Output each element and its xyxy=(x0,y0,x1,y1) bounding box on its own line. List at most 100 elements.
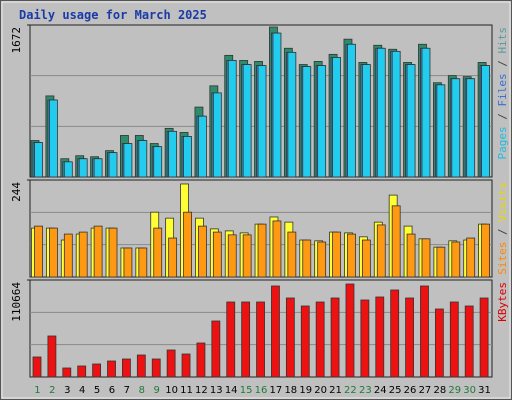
x-tick-label: 7 xyxy=(124,385,130,396)
bar xyxy=(49,99,58,178)
bar xyxy=(302,66,312,178)
legend-entry: Sites xyxy=(496,242,509,275)
legend-entry: Hits xyxy=(496,27,509,54)
bar xyxy=(77,365,87,378)
bar xyxy=(138,140,148,178)
bar xyxy=(153,146,163,178)
bar xyxy=(34,142,43,178)
bar xyxy=(272,32,282,178)
x-tick-label: 8 xyxy=(139,385,145,396)
x-tick-label: 15 xyxy=(240,385,253,396)
bar xyxy=(166,349,176,378)
bar xyxy=(390,289,400,378)
bar xyxy=(332,57,341,178)
y-tick-label: 110664 xyxy=(10,282,23,322)
x-tick-label: 25 xyxy=(389,385,402,396)
bar xyxy=(287,231,297,278)
bar xyxy=(376,224,386,278)
bar xyxy=(168,237,178,278)
bar xyxy=(421,238,431,278)
legend-entry: KBytes xyxy=(496,282,509,322)
bar xyxy=(464,305,474,378)
bar xyxy=(285,297,295,378)
bar xyxy=(227,234,237,278)
bar xyxy=(391,50,401,178)
bar xyxy=(108,152,118,178)
bar xyxy=(107,360,116,378)
legend-entry: Visits xyxy=(496,182,509,222)
bar xyxy=(451,241,461,278)
bar xyxy=(406,64,416,178)
bar xyxy=(93,158,103,178)
bar xyxy=(108,227,118,278)
legend-separator: / xyxy=(496,107,509,127)
x-tick-label: 1 xyxy=(34,385,40,396)
bar xyxy=(300,305,310,378)
bar xyxy=(405,297,414,378)
y-tick-label: 244 xyxy=(10,182,23,202)
bar xyxy=(436,84,446,178)
legend: KBytes xyxy=(496,282,509,322)
bar xyxy=(212,231,222,278)
bar xyxy=(47,335,57,378)
x-tick-label: 29 xyxy=(448,385,461,396)
bar xyxy=(420,285,429,378)
bar xyxy=(302,239,312,278)
bar xyxy=(34,225,43,278)
bar xyxy=(466,237,476,278)
bar xyxy=(123,247,133,278)
bar xyxy=(421,47,431,178)
bar xyxy=(376,47,386,178)
bar xyxy=(136,354,146,378)
bar xyxy=(183,211,192,278)
x-tick-label: 30 xyxy=(463,385,476,396)
x-tick-label: 11 xyxy=(180,385,193,396)
bar xyxy=(347,43,356,178)
bar xyxy=(183,136,192,178)
x-tick-label: 3 xyxy=(64,385,70,396)
bar xyxy=(151,358,161,378)
bar xyxy=(123,143,133,178)
bar xyxy=(406,233,416,278)
x-tick-label: 26 xyxy=(404,385,417,396)
legend-separator: / xyxy=(496,54,509,74)
bar xyxy=(181,353,191,378)
bar xyxy=(242,64,252,178)
x-tick-label: 16 xyxy=(255,385,268,396)
bar xyxy=(78,231,88,278)
y-tick-label: 1672 xyxy=(10,27,23,54)
bar xyxy=(317,241,327,278)
bar xyxy=(287,51,297,178)
bar xyxy=(479,297,489,378)
legend-separator: / xyxy=(496,222,509,242)
legend-entry: Files xyxy=(496,73,509,106)
bar xyxy=(168,130,178,178)
x-tick-label: 28 xyxy=(433,385,446,396)
bar xyxy=(360,299,370,378)
bar xyxy=(256,301,265,378)
bar xyxy=(153,227,163,278)
bar xyxy=(271,285,280,378)
bar xyxy=(242,234,252,278)
bar xyxy=(49,227,58,278)
bar xyxy=(272,220,282,278)
bar xyxy=(466,78,476,178)
x-tick-label: 19 xyxy=(299,385,312,396)
x-tick-label: 20 xyxy=(314,385,327,396)
x-tick-label: 5 xyxy=(94,385,100,396)
bar xyxy=(226,301,236,378)
bar xyxy=(481,65,490,178)
x-tick-label: 27 xyxy=(419,385,432,396)
bar xyxy=(32,356,42,378)
bar xyxy=(345,283,355,378)
x-tick-label: 31 xyxy=(478,385,491,396)
legend-entry: Pages xyxy=(496,126,509,159)
bar xyxy=(196,342,206,378)
bar xyxy=(62,367,72,378)
bar xyxy=(361,239,371,278)
bar xyxy=(78,158,88,178)
bar xyxy=(93,225,103,278)
x-tick-label: 18 xyxy=(284,385,297,396)
x-tick-label: 2 xyxy=(49,385,55,396)
